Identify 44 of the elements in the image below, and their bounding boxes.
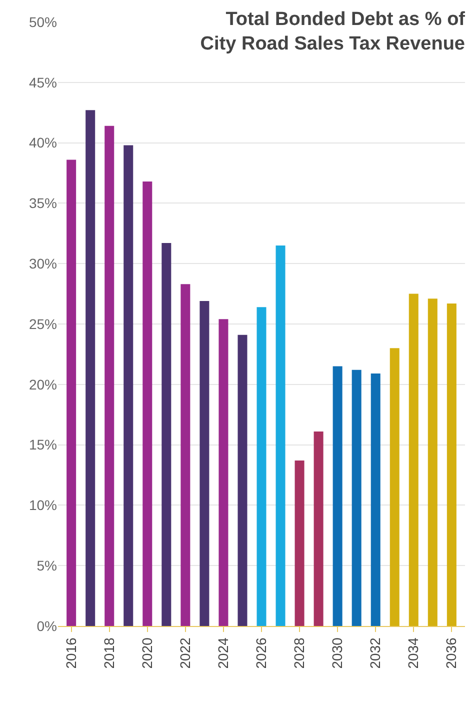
chart-title: Total Bonded Debt as % of City Road Sales Tax Revenue	[200, 9, 466, 55]
x-tick-label: 2028	[291, 637, 308, 669]
y-tick-label: 35%	[28, 195, 57, 212]
bar	[446, 303, 456, 626]
x-tick-label: 2024	[215, 637, 232, 669]
y-tick-label: 50%	[28, 14, 57, 30]
y-tick-label: 5%	[36, 558, 57, 574]
bar	[238, 334, 248, 626]
bar	[352, 370, 362, 626]
bar	[314, 432, 324, 626]
bar	[332, 366, 342, 626]
bar	[66, 160, 76, 626]
x-tick-label: 2016	[62, 637, 79, 669]
x-tick-label: 2036	[443, 637, 460, 669]
y-tick-label: 20%	[28, 376, 57, 392]
bar	[256, 307, 266, 626]
x-tick-label: 2018	[100, 637, 117, 669]
bar	[294, 460, 304, 626]
bar	[104, 126, 114, 626]
y-tick-label: 0%	[36, 618, 57, 634]
bar	[276, 245, 286, 626]
y-tick-label: 30%	[28, 256, 57, 272]
bar	[124, 145, 134, 626]
y-tick-label: 45%	[28, 74, 57, 90]
bar	[180, 284, 190, 626]
bar	[162, 243, 172, 626]
x-tick-label: 2026	[253, 637, 270, 669]
x-tick-label: 2032	[367, 637, 384, 669]
y-tick-label: 15%	[28, 436, 57, 453]
y-tick-label: 25%	[28, 316, 57, 332]
bar	[200, 301, 210, 626]
x-tick-label: 2020	[138, 637, 155, 669]
bar	[408, 294, 418, 626]
x-tick-label: 2022	[176, 637, 193, 669]
bar	[86, 110, 96, 626]
x-tick-label: 2034	[405, 637, 422, 669]
bar	[370, 374, 380, 626]
y-tick-label: 10%	[28, 497, 57, 514]
bar	[142, 181, 152, 626]
bar	[428, 298, 438, 626]
x-tick-label: 2030	[329, 637, 346, 669]
bar	[390, 348, 400, 626]
y-tick-label: 40%	[28, 134, 57, 151]
bar	[218, 319, 228, 626]
